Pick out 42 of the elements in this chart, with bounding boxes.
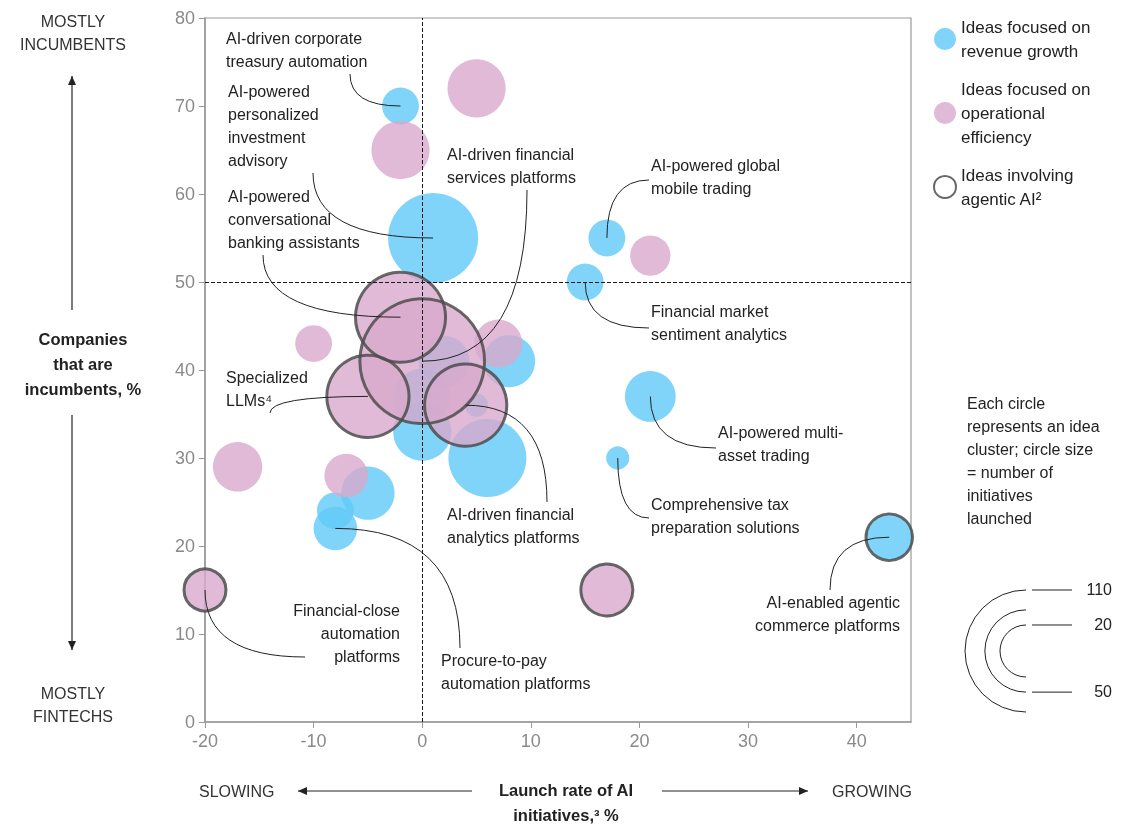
- x-tick-label: -20: [191, 731, 219, 751]
- legend-label: Ideas focused on operational efficiency: [961, 79, 1096, 147]
- text: GROWING: [831, 782, 912, 802]
- annotation: AI-driven corporate treasury automation: [226, 29, 369, 72]
- annotation: Comprehensive tax preparation solutions: [651, 495, 801, 538]
- text: Each circle represents an idea cluster; circle size = number of initiatives launched: [967, 394, 1101, 529]
- annotation: Financial-close automation platforms: [292, 601, 400, 667]
- annotation: AI-powered global mobile trading: [651, 156, 781, 199]
- annotation: AI-powered conversational banking assistants: [228, 187, 361, 253]
- x-tick-label: 10: [520, 731, 541, 751]
- legend-label: Ideas involving agentic AI²: [961, 165, 1079, 209]
- legend-label: Ideas focused on revenue growth: [961, 17, 1096, 61]
- y-tick-label: 60: [174, 184, 195, 204]
- x-tick-label: 30: [738, 731, 759, 751]
- legend-label: 20: [1093, 615, 1112, 635]
- annotation: AI-enabled agentic commerce platforms: [754, 593, 900, 636]
- y-tick-label: 0: [184, 712, 195, 732]
- y-tick-label: 10: [174, 624, 195, 644]
- annotation: AI-driven financial analytics platforms: [447, 505, 581, 548]
- x-tick-label: -10: [300, 731, 327, 751]
- y-tick-label: 80: [174, 8, 195, 28]
- x-tick-label: 40: [846, 731, 867, 751]
- y-tick-label: 70: [174, 96, 195, 116]
- x-axis-title: Launch rate of AI initiatives,³ %: [497, 780, 635, 826]
- legend-label: 50: [1093, 682, 1112, 703]
- annotation: Specialized LLMs⁴: [226, 368, 309, 411]
- y-tick-label: 50: [174, 272, 195, 292]
- annotation: Procure-to-pay automation platforms: [441, 651, 592, 694]
- y-tick-label: 20: [174, 536, 195, 556]
- x-tick-label: 20: [629, 731, 650, 751]
- y-axis-title: Companies that are incumbents, %: [23, 329, 143, 400]
- legend-label: 110: [1085, 580, 1112, 600]
- x-tick-label: 0: [417, 731, 428, 751]
- annotation: AI-powered personalized investment advisory: [228, 82, 320, 171]
- annotation: AI-driven financial services platforms: [447, 145, 577, 188]
- text: SLOWING: [199, 782, 276, 802]
- text: MOSTLY INCUMBENTS: [19, 12, 127, 55]
- y-tick-label: 40: [174, 360, 195, 380]
- text: MOSTLY FINTECHS: [32, 684, 114, 727]
- annotation: AI-powered multi-asset trading: [718, 423, 845, 466]
- y-tick-label: 30: [174, 448, 195, 468]
- annotation: Financial market sentiment analytics: [651, 302, 789, 345]
